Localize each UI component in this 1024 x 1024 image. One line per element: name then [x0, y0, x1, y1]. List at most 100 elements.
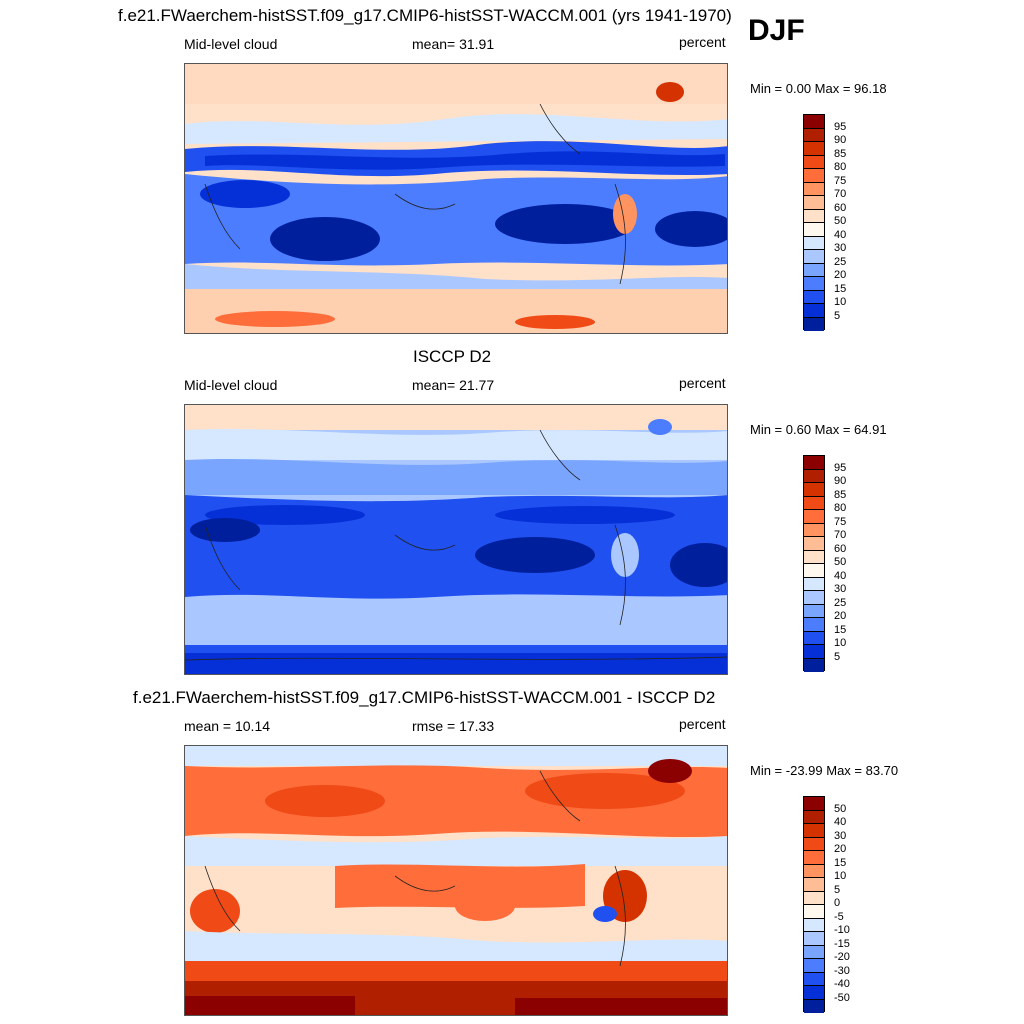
- colorbar-swatch: [804, 510, 824, 524]
- colorbar-swatch: [804, 169, 824, 183]
- colorbar-swatch: [804, 304, 824, 318]
- colorbar-tick-label: 90: [834, 475, 847, 487]
- colorbar-swatch: [804, 155, 824, 169]
- season-label: DJF: [748, 14, 805, 47]
- colorbar-swatch: [804, 236, 824, 250]
- colorbar-tick-label: -30: [834, 964, 850, 977]
- colorbar-swatch: [804, 878, 824, 892]
- colorbar-tick-label: 20: [834, 610, 847, 622]
- colorbar-tick-label: 90: [834, 134, 847, 146]
- colorbar-tick-label: 5: [834, 309, 841, 322]
- colorbar-tick-label: 5: [834, 883, 841, 896]
- colorbar-swatch: [804, 986, 824, 1000]
- panel-1-mean-label: mean= 31.91: [412, 36, 495, 52]
- colorbar-tick-label: 50: [834, 556, 847, 568]
- colorbar-swatch: [804, 115, 824, 129]
- colorbar-swatch: [804, 250, 824, 264]
- colorbar-swatch: [804, 537, 824, 551]
- panel-1-units-label: percent: [679, 34, 726, 50]
- colorbar-swatch: [804, 645, 824, 659]
- panel-1-minmax: Min = 0.00 Max = 96.18: [750, 81, 887, 96]
- colorbar-swatch: [804, 959, 824, 973]
- colorbar-tick-label: 5: [834, 650, 841, 663]
- colorbar-swatch: [804, 128, 824, 142]
- colorbar-tick-label: 60: [834, 542, 847, 555]
- colorbar-tick-label: 30: [834, 829, 847, 842]
- panel-1-variable-label: Mid-level cloud: [184, 36, 278, 52]
- panel-3-mean-label: mean = 10.14: [184, 718, 271, 734]
- panel-2-title: ISCCP D2: [413, 347, 492, 366]
- panel-1-title: f.e21.FWaerchem-histSST.f09_g17.CMIP6-hi…: [118, 6, 732, 25]
- colorbar-swatch: [804, 945, 824, 959]
- colorbar-swatch: [804, 496, 824, 510]
- panel-2-mean-label: mean= 21.77: [412, 377, 495, 393]
- colorbar-swatch: [804, 277, 824, 291]
- panel-3-minmax: Min = -23.99 Max = 83.70: [750, 763, 899, 778]
- colorbar-tick-label: 80: [834, 502, 847, 514]
- colorbar-tick-label: 10: [834, 637, 847, 649]
- colorbar-swatch: [804, 523, 824, 537]
- panel-2-units-label: percent: [679, 375, 726, 391]
- panel-2-colorbar: [803, 455, 825, 672]
- colorbar-tick-label: 40: [834, 569, 847, 582]
- colorbar-swatch: [804, 905, 824, 919]
- panel-1-map: [184, 63, 728, 334]
- colorbar-swatch: [804, 891, 824, 905]
- colorbar-tick-label: -5: [834, 910, 844, 923]
- colorbar-swatch: [804, 851, 824, 865]
- colorbar-swatch: [804, 591, 824, 605]
- colorbar-swatch: [804, 223, 824, 237]
- colorbar-swatch: [804, 317, 824, 331]
- colorbar-tick-label: 75: [834, 174, 847, 187]
- colorbar-tick-label: 50: [834, 215, 847, 227]
- colorbar-swatch: [804, 142, 824, 156]
- colorbar-tick-label: 30: [834, 242, 847, 254]
- colorbar-tick-label: 40: [834, 816, 847, 828]
- colorbar-swatch: [804, 456, 824, 470]
- colorbar-swatch: [804, 932, 824, 946]
- colorbar-swatch: [804, 999, 824, 1013]
- colorbar-tick-label: 85: [834, 488, 847, 501]
- colorbar-swatch: [804, 918, 824, 932]
- panel-2-minmax: Min = 0.60 Max = 64.91: [750, 422, 887, 437]
- colorbar-tick-label: 95: [834, 120, 847, 133]
- panel-2-variable-label: Mid-level cloud: [184, 377, 278, 393]
- colorbar-swatch: [804, 564, 824, 578]
- colorbar-tick-label: 60: [834, 201, 847, 214]
- colorbar-swatch: [804, 797, 824, 811]
- colorbar-swatch: [804, 209, 824, 223]
- colorbar-tick-label: 15: [834, 623, 847, 636]
- colorbar-tick-label: 30: [834, 583, 847, 595]
- colorbar-swatch: [804, 182, 824, 196]
- colorbar-tick-label: -20: [834, 951, 850, 963]
- colorbar-swatch: [804, 824, 824, 838]
- colorbar-tick-label: 70: [834, 529, 847, 541]
- colorbar-tick-label: 0: [834, 897, 841, 909]
- colorbar-tick-label: 75: [834, 515, 847, 528]
- panel-3-title: f.e21.FWaerchem-histSST.f09_g17.CMIP6-hi…: [133, 688, 716, 707]
- panel-3-units-label: percent: [679, 716, 726, 732]
- panel-1-colorbar: [803, 114, 825, 331]
- panel-3-map: [184, 745, 728, 1016]
- panel-3-colorbar: [803, 796, 825, 1013]
- panel-2-map: [184, 404, 728, 675]
- colorbar-tick-label: 10: [834, 296, 847, 308]
- colorbar-swatch: [804, 469, 824, 483]
- colorbar-tick-label: -15: [834, 937, 850, 950]
- colorbar-tick-label: 25: [834, 596, 847, 609]
- colorbar-swatch: [804, 837, 824, 851]
- colorbar-tick-label: 80: [834, 161, 847, 173]
- colorbar-tick-label: 20: [834, 269, 847, 281]
- colorbar-tick-label: 25: [834, 255, 847, 268]
- colorbar-swatch: [804, 550, 824, 564]
- colorbar-swatch: [804, 604, 824, 618]
- colorbar-tick-label: 40: [834, 228, 847, 241]
- colorbar-swatch: [804, 577, 824, 591]
- colorbar-tick-label: -50: [834, 991, 850, 1004]
- colorbar-swatch: [804, 864, 824, 878]
- colorbar-tick-label: -40: [834, 978, 850, 990]
- colorbar-tick-label: 95: [834, 461, 847, 474]
- colorbar-tick-label: 50: [834, 802, 847, 815]
- colorbar-swatch: [804, 658, 824, 672]
- colorbar-swatch: [804, 196, 824, 210]
